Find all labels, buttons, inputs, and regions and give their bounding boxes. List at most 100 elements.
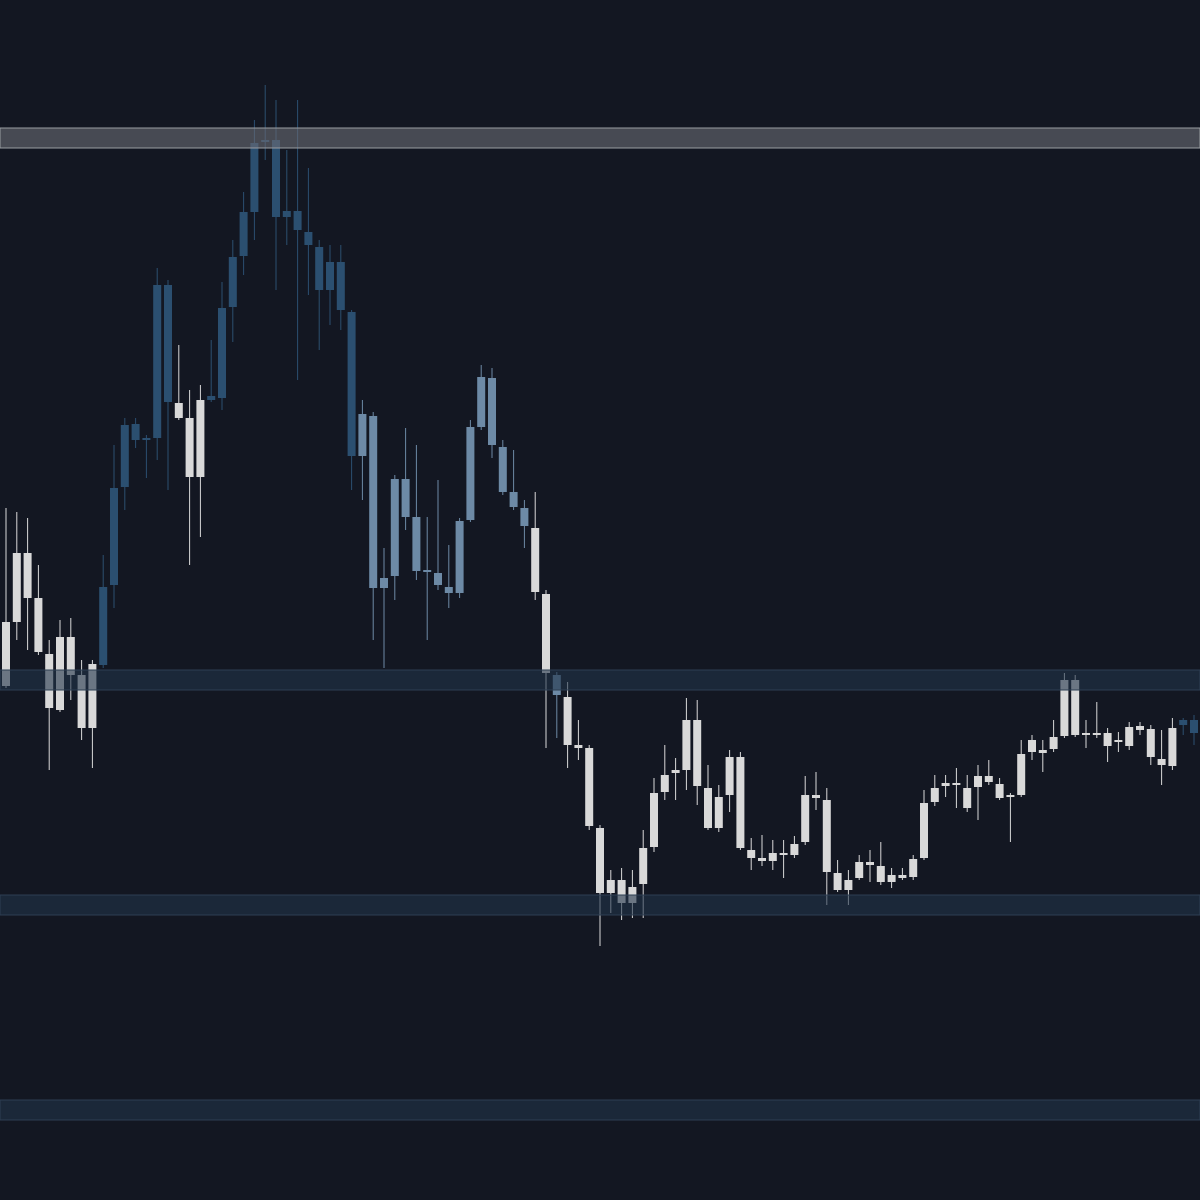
candle-body (23, 553, 32, 598)
candle-body (542, 594, 550, 673)
candle-body (574, 745, 583, 748)
candle-body (88, 664, 97, 728)
candle-body (34, 598, 43, 652)
candle-body (358, 414, 367, 456)
candle-body (639, 848, 648, 884)
candle-body (66, 637, 75, 675)
candle-body (196, 400, 205, 477)
candle-body (855, 862, 864, 878)
candle-body (153, 285, 162, 438)
candle-body (768, 853, 777, 861)
candle-body (390, 479, 399, 576)
candle-body (909, 859, 918, 877)
candle-body (77, 675, 86, 728)
candle-body (369, 416, 378, 588)
candle-body (725, 757, 734, 795)
candle-body (1168, 728, 1177, 766)
candle-body (941, 783, 950, 786)
zone (0, 1099, 1200, 1121)
candle-body (887, 875, 896, 882)
candle-body (1179, 720, 1188, 725)
candle-body (1017, 754, 1026, 795)
candle-body (606, 880, 615, 893)
candle-body (1136, 726, 1144, 730)
candle-body (736, 757, 745, 848)
candle-body (520, 508, 529, 526)
candles (2, 85, 1198, 946)
candle-body (660, 775, 669, 792)
candle-body (930, 788, 939, 802)
candle-body (120, 425, 129, 487)
candle-body (228, 257, 237, 307)
candle-body (812, 795, 820, 798)
candle-body (142, 438, 151, 440)
zones (0, 127, 1200, 1121)
candle-body (488, 378, 496, 445)
candle-body (714, 797, 723, 828)
candle-body (185, 418, 194, 477)
candle-body (401, 479, 410, 517)
candle-body (682, 720, 691, 770)
zone (0, 127, 1200, 149)
candle-body (1146, 729, 1155, 757)
candle-body (1082, 733, 1090, 735)
candle-body (466, 427, 475, 520)
candle-body (380, 578, 388, 588)
candle-body (99, 587, 108, 665)
candle-body (995, 784, 1004, 798)
candle-body (412, 517, 421, 571)
candle-body (174, 403, 183, 418)
candle-body (1038, 750, 1047, 753)
candle-body (293, 211, 302, 230)
candle-body (444, 587, 453, 593)
candle-body (898, 875, 907, 878)
candle-body (974, 776, 982, 787)
candle-body (758, 858, 766, 861)
candle-body (164, 285, 172, 402)
candle-body (423, 570, 432, 572)
candle-body (1071, 680, 1080, 735)
candle-body (1028, 740, 1036, 752)
candle-body (822, 800, 831, 872)
candle-body (347, 312, 356, 456)
candle-body (304, 232, 313, 245)
candle-body (2, 622, 10, 686)
zone (0, 894, 1200, 916)
candle-body (250, 143, 259, 212)
candle-body (131, 424, 140, 440)
candle-body (1103, 733, 1112, 746)
candle-body (239, 212, 248, 256)
candle-body (477, 377, 486, 427)
candle-body (434, 573, 442, 585)
candle-body (1190, 720, 1198, 733)
candle-body (455, 521, 464, 593)
candle-body (650, 793, 658, 847)
candle-body (1049, 737, 1058, 749)
candle-body (498, 447, 507, 492)
candle-body (336, 262, 345, 310)
candle-body (531, 528, 540, 592)
candle-body (509, 492, 518, 507)
candle-body (12, 553, 21, 622)
candle-body (984, 776, 993, 782)
candle-body (110, 488, 118, 585)
candle-body (1092, 733, 1101, 735)
candle-body (747, 850, 756, 858)
candle-body (563, 697, 572, 745)
candle-body (315, 247, 324, 290)
candle-body (596, 828, 604, 893)
candle-body (218, 308, 226, 398)
candle-body (876, 866, 885, 882)
candle-body (1006, 795, 1015, 797)
candle-body (704, 788, 712, 828)
candle-body (1060, 680, 1069, 736)
candle-body (282, 211, 291, 217)
candle-body (844, 880, 853, 890)
candle-body (585, 748, 594, 826)
zone (0, 669, 1200, 691)
candle-body (617, 880, 626, 903)
candle-body (671, 770, 680, 773)
candle-body (693, 720, 702, 786)
candle-body (207, 396, 216, 400)
